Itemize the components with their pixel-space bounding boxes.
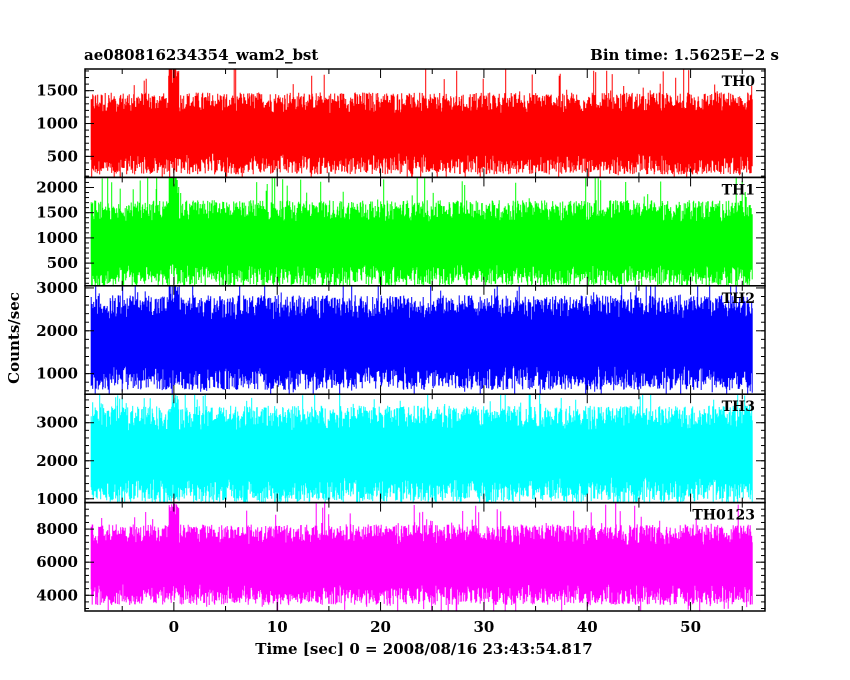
panel-label-th0: TH0 bbox=[722, 74, 756, 90]
x-tick-label: 20 bbox=[370, 618, 391, 636]
y-tick-label: 2000 bbox=[36, 452, 78, 470]
panel-th0123: TH0123 4000 6000 8000 bbox=[36, 501, 766, 612]
panel-label-th3: TH3 bbox=[722, 399, 755, 415]
y-tick-label: 2000 bbox=[36, 322, 78, 340]
y-tick-label: 1500 bbox=[36, 204, 78, 222]
panel-label-th2: TH2 bbox=[722, 291, 755, 307]
series-th2-trace bbox=[90, 285, 753, 395]
y-axis-title: Counts/sec bbox=[5, 292, 23, 384]
y-tick-label: 1000 bbox=[36, 365, 78, 383]
y-tick-label: 8000 bbox=[36, 520, 78, 538]
x-tick-label: 40 bbox=[577, 618, 598, 636]
y-tick-label: 2000 bbox=[36, 178, 78, 196]
x-tick-label: 0 bbox=[169, 618, 179, 636]
series-th1-trace bbox=[90, 177, 753, 286]
x-tick-label: 10 bbox=[267, 618, 288, 636]
panel-th3: TH3 1000 2000 3000 bbox=[36, 393, 766, 508]
light-curve-panels: TH050010001500TH1500100015002000TH210002… bbox=[36, 68, 766, 636]
panel-label-th0123: TH0123 bbox=[692, 508, 755, 524]
observation-title: ae080816234354_wam2_bst bbox=[84, 46, 318, 64]
x-tick-label: 50 bbox=[680, 618, 701, 636]
y-tick-label: 3000 bbox=[36, 279, 78, 297]
y-tick-label: 3000 bbox=[36, 414, 78, 432]
series-th0123-trace bbox=[90, 502, 753, 612]
panel-th1: TH1 500 1000 1500 2000 bbox=[36, 176, 766, 287]
y-tick-label: 1000 bbox=[36, 229, 78, 247]
y-tick-label: 500 bbox=[47, 147, 78, 165]
y-tick-label: 1000 bbox=[36, 490, 78, 508]
y-tick-label: 4000 bbox=[36, 586, 78, 604]
y-tick-label: 1500 bbox=[36, 82, 78, 100]
x-tick-label: 30 bbox=[473, 618, 494, 636]
y-tick-label: 500 bbox=[47, 254, 78, 272]
y-tick-label: 1000 bbox=[36, 115, 78, 133]
series-th0-trace bbox=[90, 69, 753, 178]
panel-frame bbox=[84, 501, 766, 612]
panel-label-th1: TH1 bbox=[722, 182, 755, 198]
y-tick-label: 6000 bbox=[36, 553, 78, 571]
panel-th2: TH2 1000 2000 3000 bbox=[36, 279, 766, 395]
x-axis-title: Time [sec] 0 = 2008/08/16 23:43:54.817 bbox=[255, 640, 592, 658]
bin-time-label: Bin time: 1.5625E−2 s bbox=[590, 46, 779, 64]
series-th3-trace bbox=[90, 394, 753, 503]
